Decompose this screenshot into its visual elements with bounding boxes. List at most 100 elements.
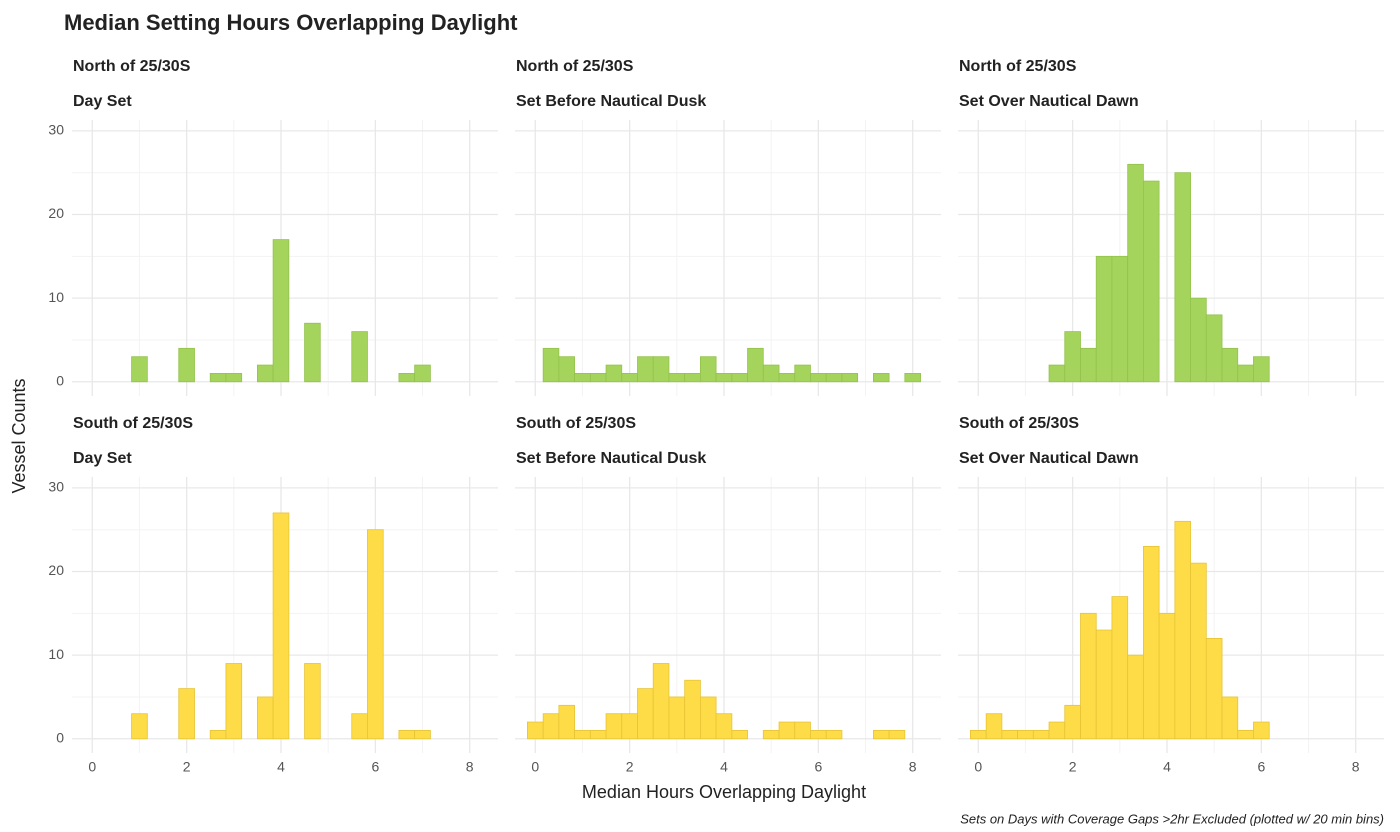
x-axis-label: Median Hours Overlapping Daylight — [582, 782, 866, 802]
histogram-bar — [778, 721, 796, 740]
histogram-bar — [1190, 297, 1207, 383]
x-tick-label: 6 — [814, 759, 822, 775]
histogram-bar — [1001, 730, 1018, 740]
x-tick-label: 8 — [466, 759, 474, 775]
histogram-bar — [225, 663, 243, 740]
y-tick-label: 0 — [56, 372, 64, 388]
histogram-bar — [558, 704, 575, 740]
y-tick-label: 30 — [48, 122, 64, 138]
x-tick-label: 2 — [626, 759, 634, 775]
histogram-bar — [731, 730, 748, 740]
y-tick-label: 20 — [48, 205, 64, 221]
histogram-bar — [178, 688, 195, 740]
caption: Sets on Days with Coverage Gaps >2hr Exc… — [960, 811, 1384, 826]
histogram-bar — [872, 730, 890, 740]
strip-title: North of 25/30S — [516, 58, 634, 75]
histogram-bar — [1143, 546, 1160, 740]
histogram-bar — [589, 730, 607, 740]
histogram-bar — [1095, 255, 1113, 383]
histogram-bar — [825, 373, 843, 383]
histogram-bar — [131, 356, 148, 383]
histogram-bar — [574, 730, 591, 740]
strip-title: South of 25/30S — [959, 415, 1079, 432]
histogram-bar — [825, 730, 843, 740]
histogram-bar — [810, 373, 827, 383]
histogram-bar — [1158, 612, 1176, 740]
y-axis-label: Vessel Counts — [9, 378, 29, 493]
histogram-bar — [367, 529, 384, 740]
x-tick-label: 0 — [974, 759, 982, 775]
histogram-bar — [1205, 314, 1223, 383]
histogram-bar — [841, 373, 859, 383]
histogram-bar — [1221, 696, 1239, 740]
histogram-bar — [304, 322, 321, 383]
histogram-bar — [414, 730, 431, 740]
histogram-bar — [351, 331, 368, 383]
histogram-bar — [558, 356, 575, 383]
histogram-bar — [1237, 730, 1254, 740]
strip-title: South of 25/30S — [516, 415, 636, 432]
histogram-bar — [351, 713, 368, 740]
strip-subtitle: Set Over Nautical Dawn — [959, 450, 1139, 467]
histogram-bar — [762, 364, 780, 383]
histogram-bar — [1174, 520, 1191, 740]
histogram-bar — [1237, 364, 1254, 383]
histogram-bar — [747, 347, 764, 383]
histogram-bar — [810, 730, 827, 740]
y-tick-label: 0 — [56, 729, 64, 745]
strip-title: North of 25/30S — [73, 58, 191, 75]
histogram-bar — [1253, 721, 1270, 740]
histogram-bar — [1080, 347, 1097, 383]
histogram-bar — [209, 730, 227, 740]
histogram-bar — [542, 347, 560, 383]
histogram-bar — [904, 373, 921, 383]
histogram-bar — [527, 721, 544, 740]
histogram-bar — [970, 730, 987, 740]
histogram-bar — [178, 347, 195, 383]
x-tick-label: 4 — [1163, 759, 1171, 775]
histogram-bar — [605, 713, 623, 740]
histogram-bar — [414, 364, 431, 383]
histogram-bar — [794, 721, 811, 740]
histogram-bar — [304, 663, 321, 740]
x-tick-label: 6 — [371, 759, 379, 775]
histogram-bar — [621, 373, 638, 383]
strip-title: North of 25/30S — [959, 58, 1077, 75]
histogram-bar — [778, 373, 796, 383]
x-tick-label: 4 — [720, 759, 728, 775]
x-tick-label: 0 — [531, 759, 539, 775]
histogram-bar — [1064, 704, 1081, 740]
histogram-bar — [398, 730, 416, 740]
histogram-bar — [1032, 730, 1050, 740]
histogram-bar — [684, 373, 701, 383]
histogram-bar — [888, 730, 906, 740]
histogram-bar — [272, 512, 290, 740]
x-tick-label: 2 — [1069, 759, 1077, 775]
histogram-bar — [272, 239, 290, 383]
histogram-bar — [1064, 331, 1081, 383]
x-tick-label: 4 — [277, 759, 285, 775]
y-tick-label: 30 — [48, 479, 64, 495]
histogram-bar — [1095, 629, 1113, 740]
histogram-bar — [684, 679, 701, 740]
histogram-bar — [731, 373, 748, 383]
chart-title: Median Setting Hours Overlapping Dayligh… — [64, 10, 518, 35]
histogram-bar — [621, 713, 638, 740]
histogram-bar — [225, 373, 243, 383]
histogram-bar — [1111, 255, 1129, 383]
histogram-bar — [668, 696, 686, 740]
histogram-bar — [574, 373, 591, 383]
histogram-bar — [637, 688, 654, 740]
histogram-bar — [794, 364, 811, 383]
histogram-bar — [542, 713, 560, 740]
histogram-bar — [209, 373, 227, 383]
x-tick-label: 0 — [88, 759, 96, 775]
histogram-bar — [398, 373, 416, 383]
y-tick-label: 20 — [48, 562, 64, 578]
histogram-bar — [1017, 730, 1034, 740]
histogram-bar — [715, 373, 733, 383]
histogram-bar — [131, 713, 148, 740]
histogram-bar — [652, 356, 670, 383]
histogram-bar — [715, 713, 733, 740]
